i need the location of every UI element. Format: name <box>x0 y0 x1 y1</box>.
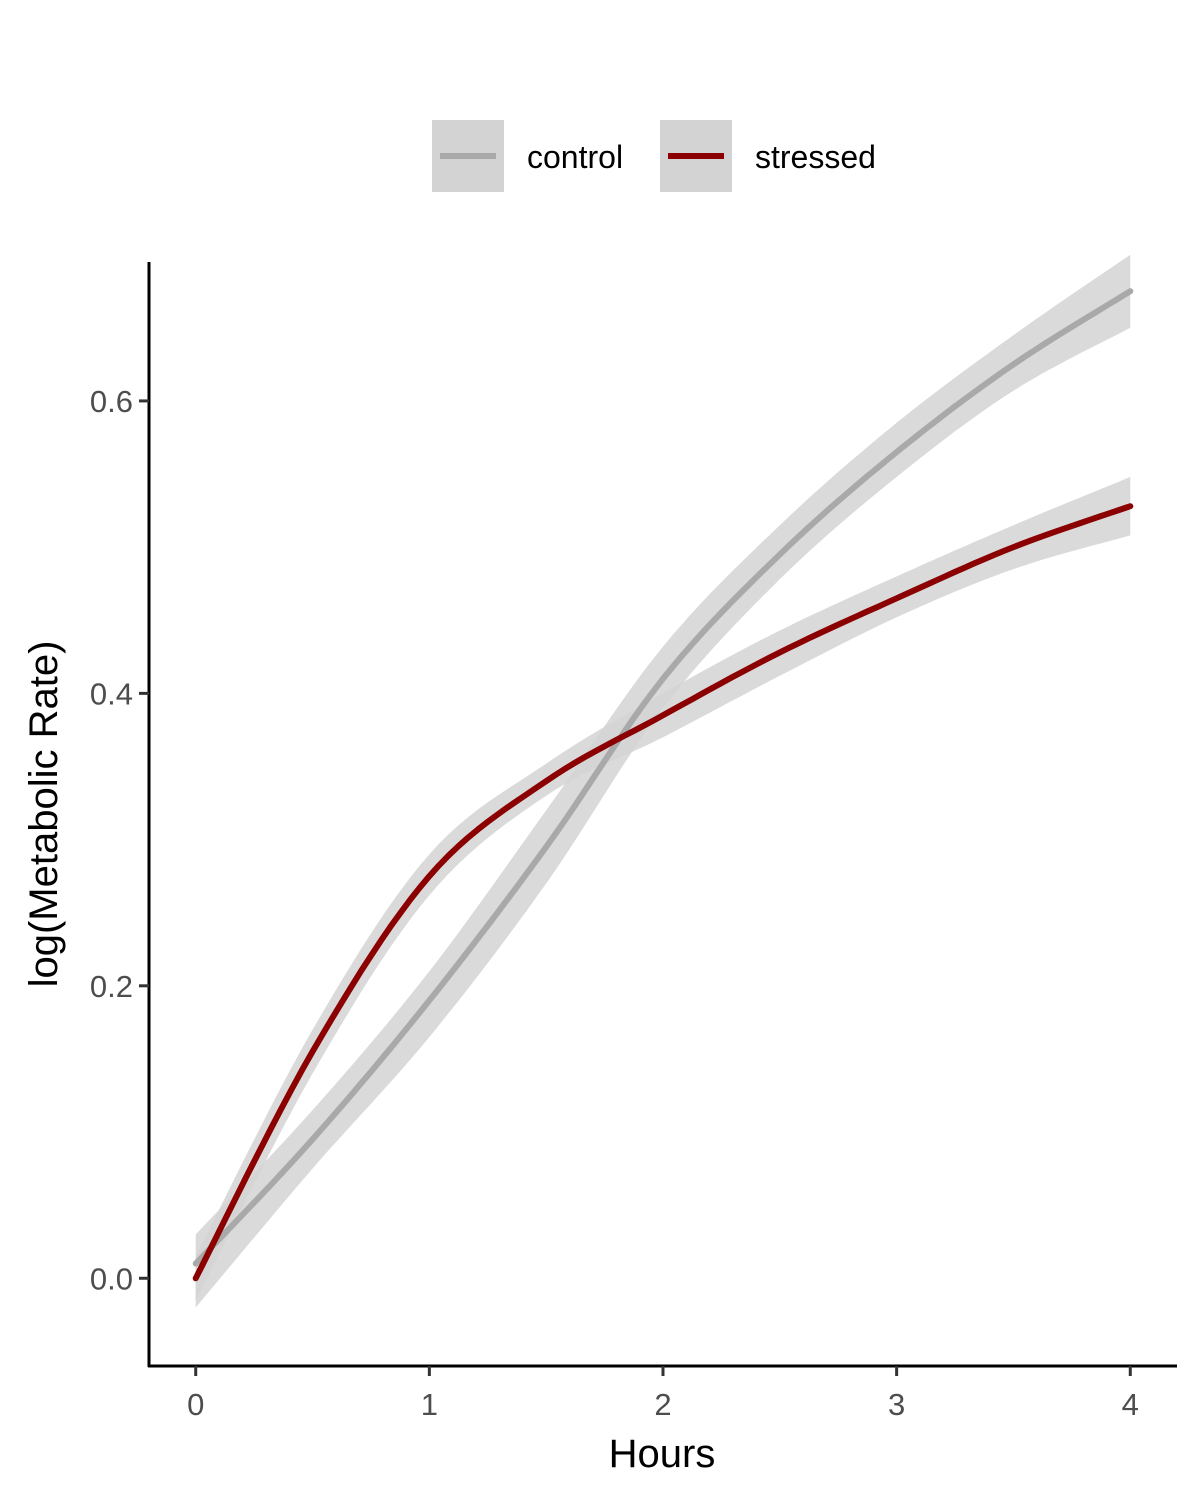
x-axis-title: Hours <box>609 1432 716 1476</box>
y-tick-label: 0.2 <box>90 969 133 1004</box>
y-axis-title: log(Metabolic Rate) <box>22 641 66 988</box>
confidence-ribbons <box>195 254 1131 1308</box>
legend-label-stressed: stressed <box>755 139 876 175</box>
x-axis-ticks: 0 1 2 3 4 <box>187 1366 1139 1422</box>
x-tick-label: 3 <box>888 1387 905 1422</box>
y-tick-label: 0.6 <box>90 384 133 419</box>
x-tick-label: 2 <box>654 1387 671 1422</box>
y-axis-ticks: 0.0 0.2 0.4 0.6 <box>90 384 149 1296</box>
series-line-stressed <box>192 503 1134 1282</box>
ribbon-control <box>195 254 1131 1308</box>
y-tick-label: 0.4 <box>90 676 133 711</box>
y-tick-label: 0.0 <box>90 1261 133 1296</box>
x-tick-label: 0 <box>187 1387 204 1422</box>
series-line-control <box>192 288 1134 1267</box>
legend-label-control: control <box>527 139 623 175</box>
x-tick-label: 1 <box>421 1387 438 1422</box>
legend: control stressed <box>432 120 876 192</box>
x-tick-label: 4 <box>1122 1387 1139 1422</box>
series-lines <box>192 288 1134 1282</box>
ribbon-stressed <box>195 477 1131 1301</box>
